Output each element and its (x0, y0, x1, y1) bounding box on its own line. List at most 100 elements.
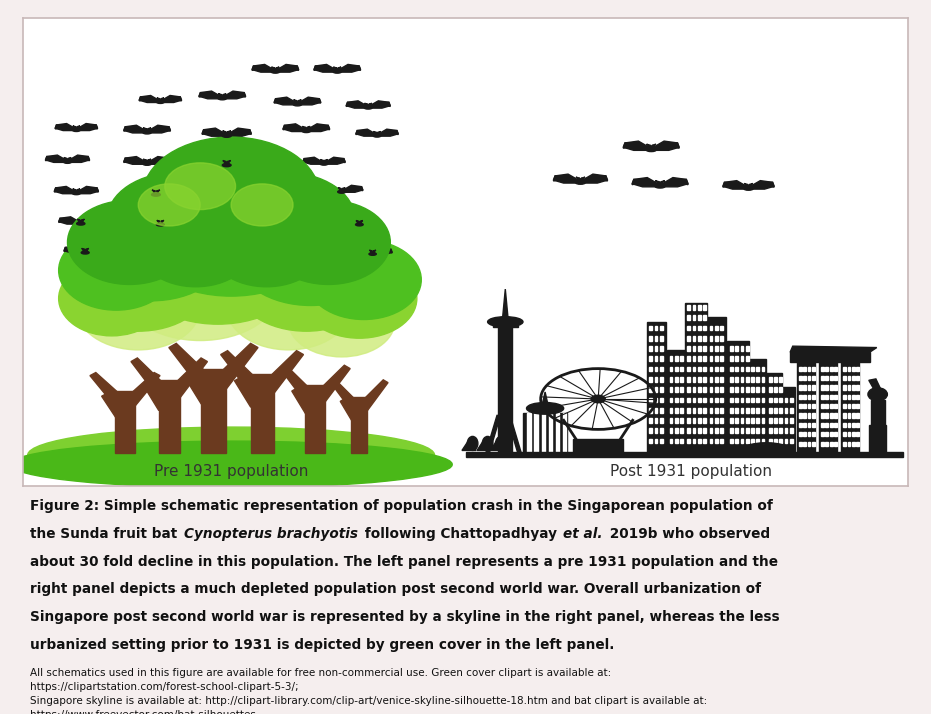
Bar (803, 367, 806, 371)
Bar (779, 428, 782, 433)
Bar (847, 386, 850, 390)
Bar (660, 387, 663, 392)
Bar (709, 326, 712, 331)
Text: right panel depicts a much depleted population post second world war. Overall ur: right panel depicts a much depleted popu… (31, 583, 762, 596)
Bar (852, 432, 855, 436)
Bar (721, 336, 722, 341)
Polygon shape (373, 250, 376, 251)
Bar (740, 377, 743, 382)
Polygon shape (365, 104, 368, 105)
Bar (735, 438, 738, 443)
Polygon shape (259, 351, 304, 394)
Bar (757, 408, 759, 413)
Bar (751, 387, 754, 392)
Ellipse shape (527, 403, 563, 414)
Bar (498, 322, 512, 453)
Bar (715, 438, 718, 443)
Bar (762, 428, 764, 433)
Bar (704, 438, 706, 443)
Bar (693, 326, 695, 331)
Polygon shape (306, 124, 330, 131)
Ellipse shape (356, 223, 363, 226)
Bar (843, 376, 846, 381)
Polygon shape (143, 383, 171, 411)
Polygon shape (320, 185, 342, 192)
Bar (727, 341, 749, 453)
Polygon shape (274, 99, 287, 103)
Bar (857, 413, 859, 418)
Bar (751, 438, 754, 443)
Polygon shape (68, 158, 71, 159)
Polygon shape (286, 66, 299, 71)
Polygon shape (139, 96, 160, 103)
Bar (693, 428, 695, 433)
Polygon shape (372, 248, 392, 254)
Bar (808, 432, 810, 436)
Ellipse shape (144, 161, 150, 163)
Polygon shape (317, 126, 330, 130)
Ellipse shape (156, 223, 165, 226)
Polygon shape (86, 246, 106, 253)
Bar (698, 356, 701, 361)
Bar (669, 398, 672, 402)
Polygon shape (148, 128, 151, 129)
Bar (650, 387, 652, 392)
Bar (709, 356, 712, 361)
Ellipse shape (67, 200, 192, 284)
Bar (698, 408, 701, 413)
Bar (693, 418, 695, 423)
Bar (523, 413, 567, 453)
Bar (687, 305, 690, 310)
Polygon shape (82, 248, 85, 250)
Bar (687, 346, 690, 351)
Polygon shape (377, 131, 381, 133)
Polygon shape (64, 248, 75, 251)
Bar (698, 316, 701, 320)
Polygon shape (124, 156, 147, 164)
Polygon shape (90, 373, 128, 406)
Bar (830, 404, 832, 408)
Polygon shape (581, 177, 585, 179)
Polygon shape (132, 189, 145, 193)
Bar (852, 404, 855, 408)
Bar (735, 356, 738, 361)
Ellipse shape (220, 95, 224, 97)
Bar (709, 438, 712, 443)
Polygon shape (673, 179, 688, 185)
Bar (669, 438, 672, 443)
Bar (799, 404, 802, 408)
Bar (799, 376, 802, 381)
Bar (775, 418, 776, 423)
Text: Cynopterus brachyotis: Cynopterus brachyotis (184, 527, 358, 541)
Bar (698, 326, 701, 331)
Bar (698, 387, 701, 392)
Polygon shape (76, 126, 80, 127)
Polygon shape (348, 66, 360, 71)
Ellipse shape (577, 178, 584, 181)
Polygon shape (76, 124, 98, 131)
Bar (803, 386, 806, 390)
Text: 2019b who observed: 2019b who observed (604, 527, 770, 541)
Bar (785, 398, 788, 402)
Ellipse shape (295, 101, 300, 104)
Bar (693, 398, 695, 402)
Bar (740, 356, 743, 361)
Polygon shape (369, 104, 371, 105)
Polygon shape (632, 178, 660, 187)
Text: the Sunda fruit bat: the Sunda fruit bat (31, 527, 182, 541)
Polygon shape (237, 159, 250, 164)
Bar (834, 423, 837, 427)
Bar (707, 317, 726, 453)
Ellipse shape (226, 266, 350, 350)
Bar (709, 377, 712, 382)
Bar (650, 398, 652, 402)
Polygon shape (338, 67, 341, 69)
Bar (769, 438, 772, 443)
Bar (785, 418, 788, 423)
Bar (693, 316, 695, 320)
Ellipse shape (302, 258, 417, 338)
Bar (675, 387, 678, 392)
Bar (715, 336, 718, 341)
Ellipse shape (333, 70, 342, 73)
Polygon shape (55, 124, 76, 131)
